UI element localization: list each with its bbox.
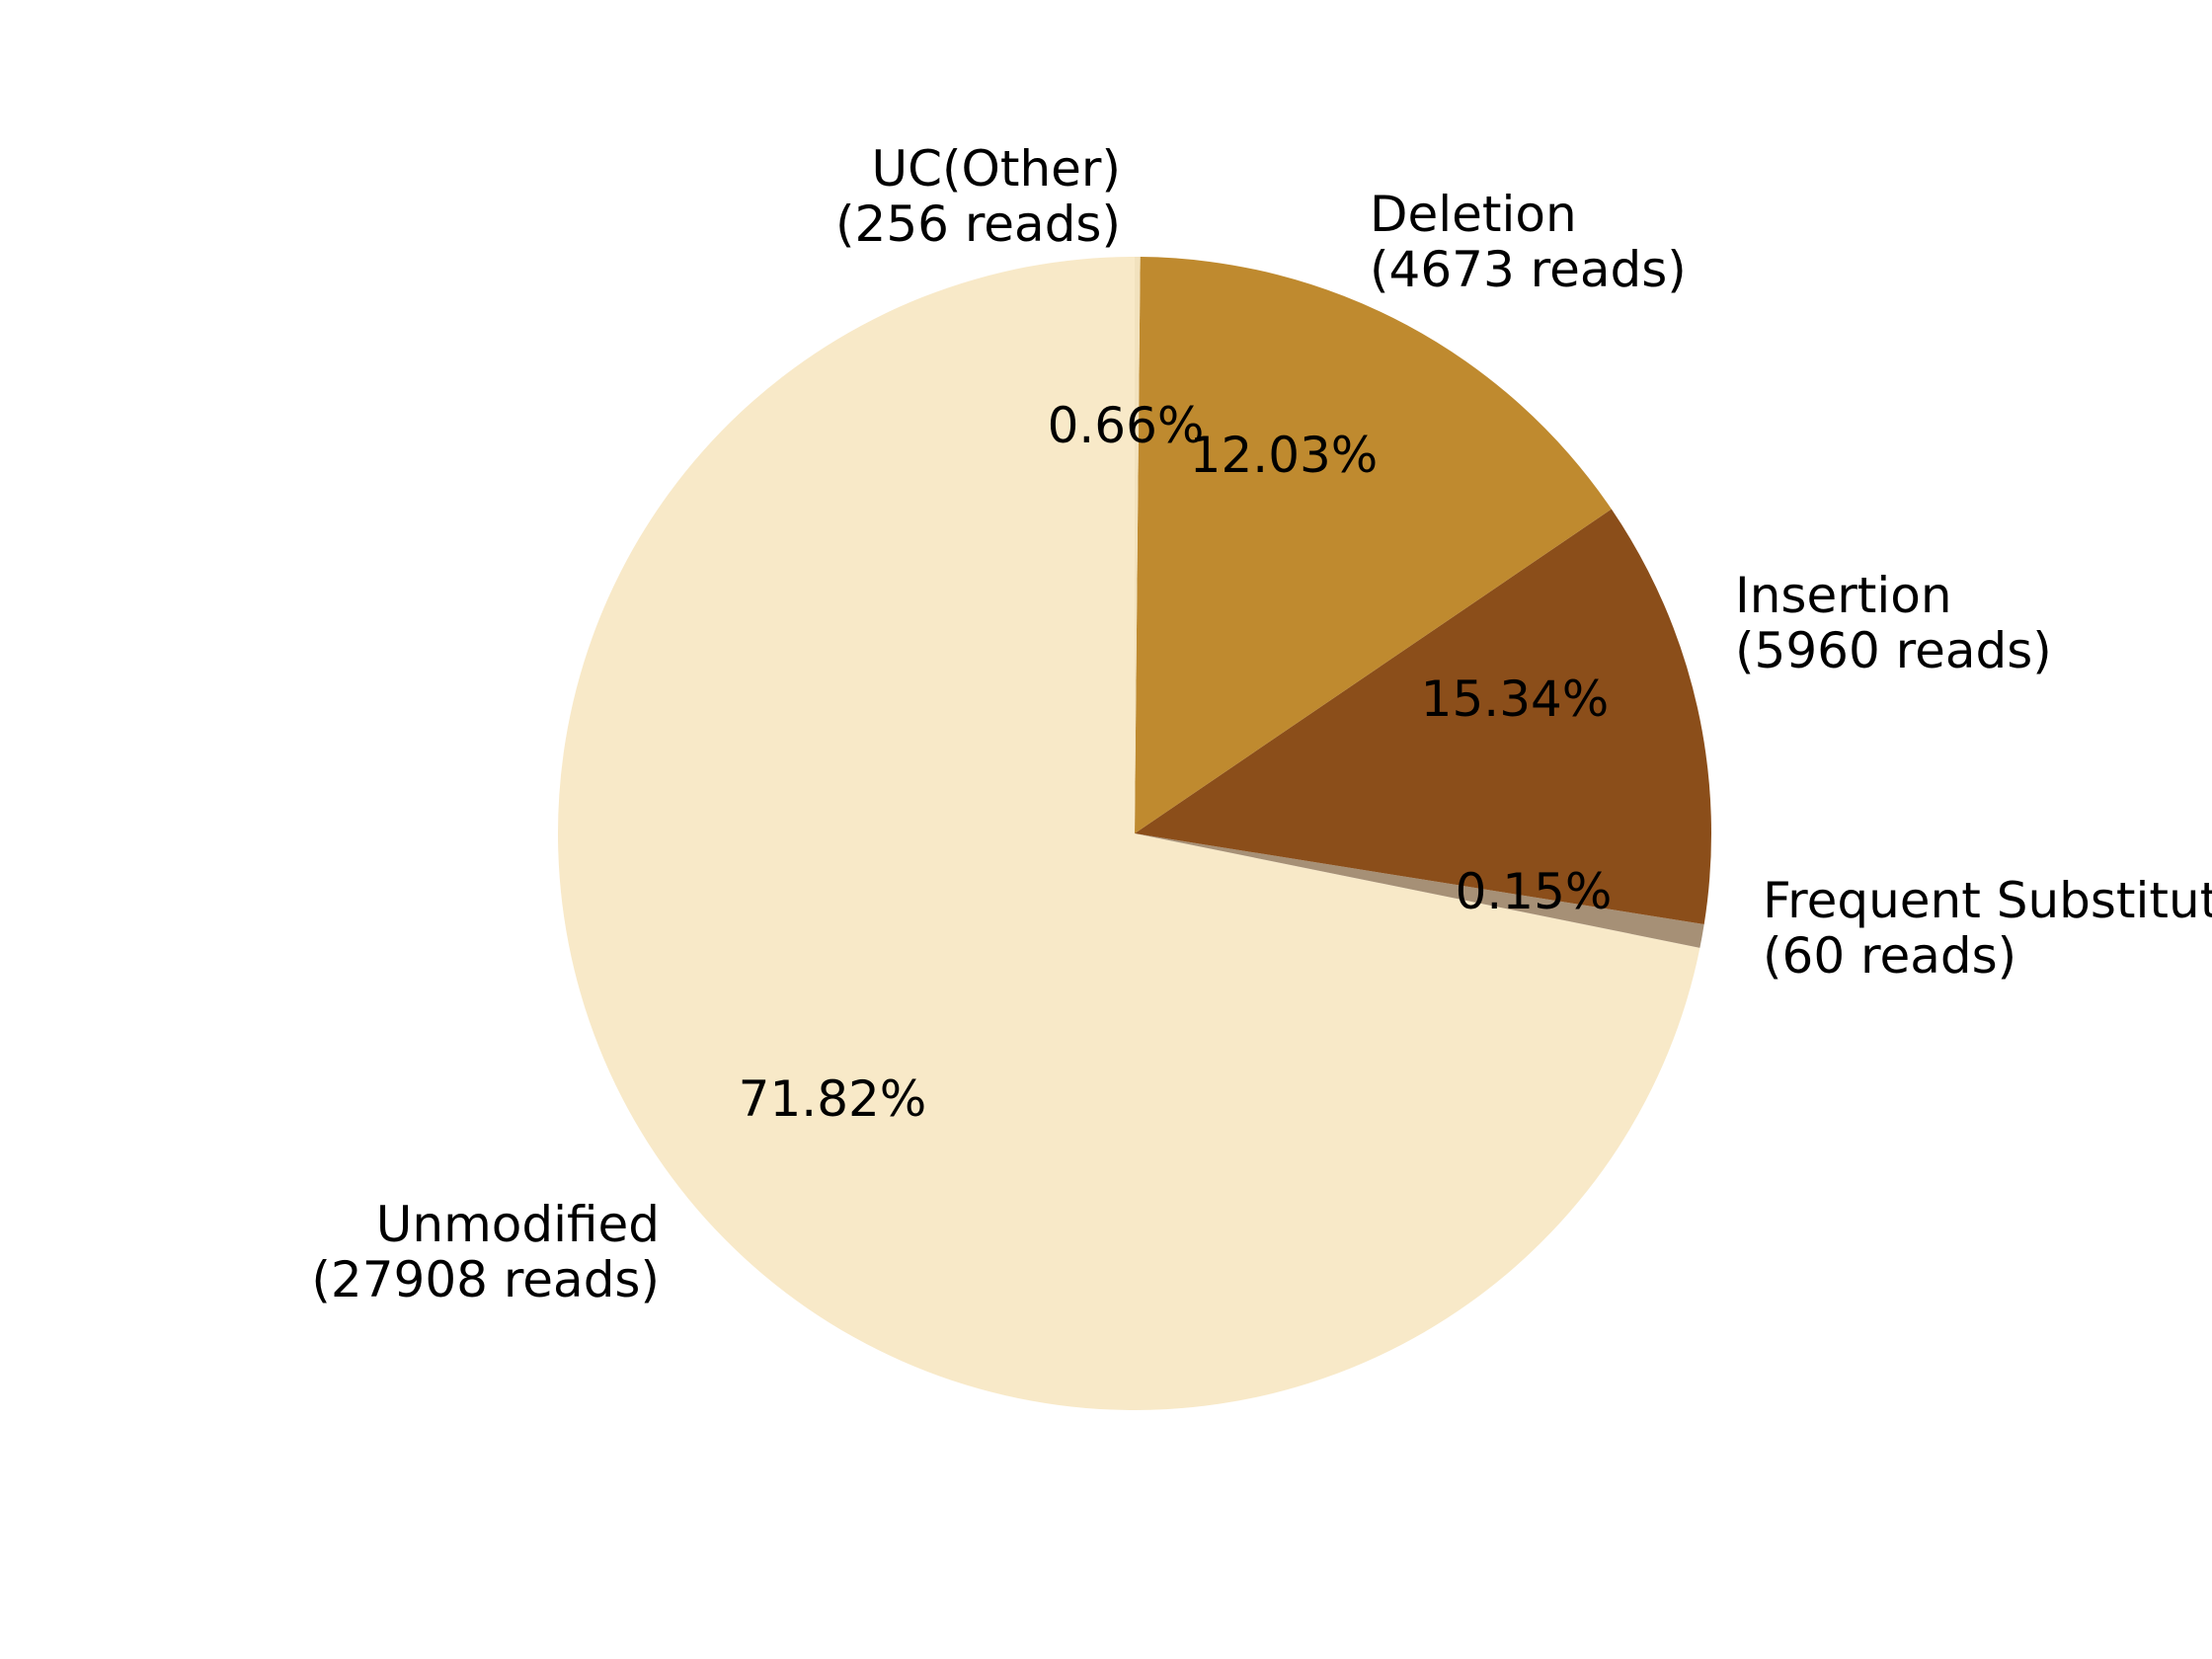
pie-slice-insertion	[1135, 257, 1612, 834]
pie-slices	[557, 257, 1711, 1410]
slice-label-deletion: Deletion	[1370, 186, 1577, 243]
slice-label-unmodified: Unmodified	[376, 1196, 660, 1253]
slice-reads-uc-other: (256 reads)	[835, 196, 1121, 253]
percent-label-insertion: 15.34%	[1421, 671, 1610, 728]
slice-reads-deletion: (4673 reads)	[1370, 241, 1687, 298]
pie-slice-unmodified	[557, 257, 1700, 1410]
slice-label-frequent-substitution: Frequent Substitution	[1763, 872, 2212, 929]
pie-slice-uc-other	[1135, 833, 1704, 948]
percent-label-unmodified: 71.82%	[739, 1070, 927, 1128]
slice-reads-unmodified: (27908 reads)	[311, 1251, 660, 1308]
percent-labels: 71.82% 0.66% 12.03% 15.34% 0.15%	[739, 397, 1613, 1128]
slice-reads-insertion: (5960 reads)	[1735, 622, 2052, 679]
slice-labels: Unmodified (27908 reads) UC(Other) (256 …	[311, 140, 2212, 1308]
pie-slice-deletion	[1135, 509, 1711, 925]
slice-reads-frequent-substitution: (60 reads)	[1763, 927, 2016, 985]
pie-slice-frequent-substitution	[1135, 257, 1141, 833]
percent-label-deletion: 12.03%	[1190, 427, 1379, 484]
slice-label-insertion: Insertion	[1735, 567, 1952, 624]
percent-label-frequent-substitution: 0.15%	[1456, 863, 1613, 920]
slice-label-uc-other: UC(Other)	[872, 140, 1122, 198]
percent-label-uc-other: 0.66%	[1048, 397, 1205, 454]
